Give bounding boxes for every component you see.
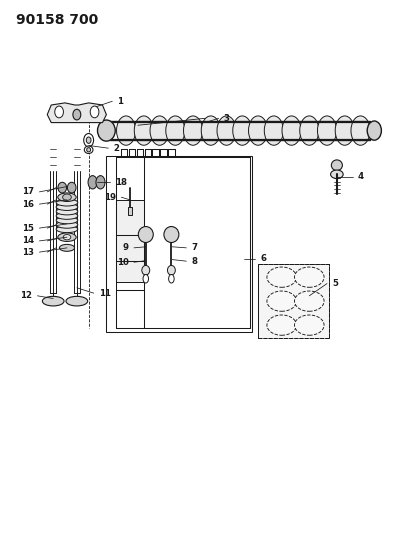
Ellipse shape <box>97 120 115 141</box>
Ellipse shape <box>295 267 324 287</box>
Text: 15: 15 <box>22 224 34 232</box>
Ellipse shape <box>86 137 91 143</box>
Ellipse shape <box>217 116 236 145</box>
Ellipse shape <box>56 217 78 224</box>
Text: 1: 1 <box>117 97 123 106</box>
Ellipse shape <box>142 265 150 275</box>
Ellipse shape <box>167 265 175 275</box>
Ellipse shape <box>169 274 174 283</box>
Ellipse shape <box>249 116 268 145</box>
Text: 16: 16 <box>22 200 34 208</box>
Bar <box>116 199 144 282</box>
Ellipse shape <box>267 315 296 335</box>
Text: 12: 12 <box>20 292 32 300</box>
Ellipse shape <box>56 208 78 215</box>
Ellipse shape <box>318 116 336 145</box>
Ellipse shape <box>164 227 179 243</box>
Text: 19: 19 <box>104 193 116 201</box>
Text: 4: 4 <box>358 173 364 181</box>
Bar <box>258 264 329 338</box>
Text: 2: 2 <box>113 144 119 152</box>
Ellipse shape <box>233 116 252 145</box>
Text: 10: 10 <box>117 258 129 266</box>
Ellipse shape <box>90 106 99 118</box>
Ellipse shape <box>58 193 76 201</box>
Ellipse shape <box>282 116 301 145</box>
Ellipse shape <box>267 291 296 311</box>
Ellipse shape <box>56 212 78 219</box>
Text: 18: 18 <box>115 178 126 187</box>
Bar <box>128 206 132 214</box>
Ellipse shape <box>184 116 203 145</box>
Ellipse shape <box>58 233 76 241</box>
Ellipse shape <box>138 227 153 243</box>
Ellipse shape <box>166 116 185 145</box>
Ellipse shape <box>134 116 153 145</box>
Ellipse shape <box>143 274 149 283</box>
Ellipse shape <box>43 296 64 306</box>
Ellipse shape <box>56 199 78 206</box>
Ellipse shape <box>63 194 71 200</box>
Ellipse shape <box>267 267 296 287</box>
Ellipse shape <box>150 116 169 145</box>
Ellipse shape <box>96 176 105 189</box>
Text: 3: 3 <box>224 114 230 123</box>
Ellipse shape <box>367 121 381 140</box>
Ellipse shape <box>63 235 71 240</box>
Ellipse shape <box>66 296 87 306</box>
Polygon shape <box>47 103 106 123</box>
Text: 11: 11 <box>99 289 111 297</box>
Text: 7: 7 <box>191 244 198 252</box>
Ellipse shape <box>87 148 91 152</box>
Ellipse shape <box>335 116 354 145</box>
Text: 8: 8 <box>191 257 197 265</box>
Ellipse shape <box>67 182 76 193</box>
Ellipse shape <box>88 176 97 189</box>
Ellipse shape <box>117 116 136 145</box>
Ellipse shape <box>295 315 324 335</box>
Ellipse shape <box>56 221 78 228</box>
Text: 17: 17 <box>22 188 34 196</box>
Text: 90158 700: 90158 700 <box>16 13 98 27</box>
Text: 14: 14 <box>22 237 34 245</box>
Ellipse shape <box>84 146 93 154</box>
Text: 6: 6 <box>260 254 266 263</box>
Ellipse shape <box>84 134 94 147</box>
Text: 9: 9 <box>123 244 129 252</box>
Ellipse shape <box>59 244 74 251</box>
Ellipse shape <box>331 160 342 171</box>
Ellipse shape <box>56 204 78 211</box>
Ellipse shape <box>58 182 67 193</box>
Ellipse shape <box>73 109 81 120</box>
Polygon shape <box>258 264 329 338</box>
Ellipse shape <box>351 116 370 145</box>
Ellipse shape <box>55 106 63 118</box>
Ellipse shape <box>300 116 319 145</box>
Ellipse shape <box>295 291 324 311</box>
Bar <box>106 156 252 332</box>
Ellipse shape <box>201 116 220 145</box>
Ellipse shape <box>264 116 283 145</box>
Ellipse shape <box>56 225 78 232</box>
Ellipse shape <box>331 170 343 179</box>
Text: 13: 13 <box>22 248 34 256</box>
Text: 5: 5 <box>332 279 338 288</box>
